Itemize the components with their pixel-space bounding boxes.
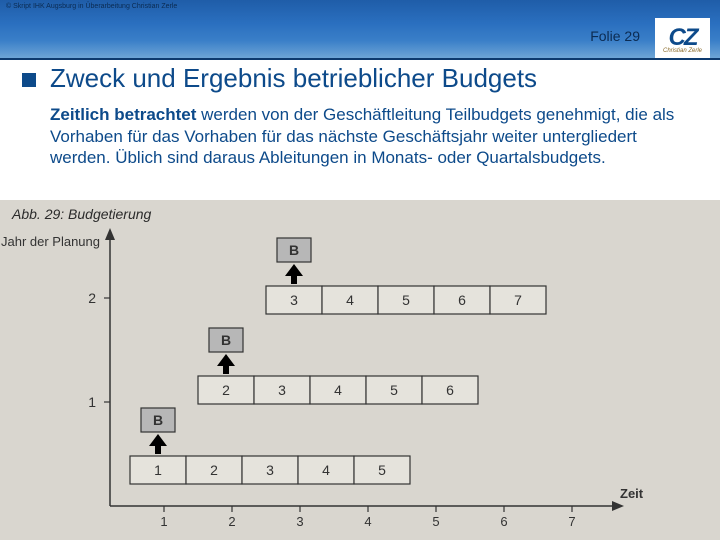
figure-svg: Jahr der Planung Zeit 2 1 1 2 3 4 5 6 7 3 4 5 6 7 B 2 3 4 5 6… [0,226,720,540]
content: Zweck und Ergebnis betrieblicher Budgets… [22,64,698,169]
svg-text:1: 1 [154,462,162,478]
logo: CZ Christian Zerle [655,18,710,58]
svg-text:5: 5 [402,292,410,308]
body-bold: Zeitlich betrachtet [50,105,196,124]
svg-text:3: 3 [266,462,274,478]
slide-title: Zweck und Ergebnis betrieblicher Budgets [50,64,537,94]
svg-text:2: 2 [228,514,235,529]
svg-text:5: 5 [432,514,439,529]
svg-text:Jahr der Planung: Jahr der Planung [1,234,100,249]
svg-text:7: 7 [514,292,522,308]
svg-text:4: 4 [364,514,371,529]
svg-text:B: B [289,242,299,258]
svg-text:4: 4 [334,382,342,398]
logo-inner: CZ Christian Zerle [658,20,708,56]
header-band: © Skript IHK Augsburg in Überarbeitung C… [0,0,720,60]
svg-text:2: 2 [210,462,218,478]
svg-text:3: 3 [278,382,286,398]
svg-text:B: B [153,412,163,428]
svg-text:2: 2 [88,290,96,306]
svg-text:1: 1 [160,514,167,529]
figure-area: Abb. 29: Budgetierung Jahr der Planung Ze… [0,200,720,540]
title-row: Zweck und Ergebnis betrieblicher Budgets [22,64,698,94]
svg-text:3: 3 [296,514,303,529]
svg-text:2: 2 [222,382,230,398]
svg-text:5: 5 [378,462,386,478]
svg-text:6: 6 [500,514,507,529]
bullet-square-icon [22,73,36,87]
svg-text:Zeit: Zeit [620,486,644,501]
svg-text:B: B [221,332,231,348]
svg-text:7: 7 [568,514,575,529]
svg-text:1: 1 [88,394,96,410]
body-text: Zeitlich betrachtet werden von der Gesch… [50,104,698,169]
svg-text:3: 3 [290,292,298,308]
slide: © Skript IHK Augsburg in Überarbeitung C… [0,0,720,540]
svg-text:6: 6 [446,382,454,398]
slide-number: Folie 29 [590,28,640,44]
logo-subtext: Christian Zerle [660,48,706,54]
svg-text:4: 4 [346,292,354,308]
svg-text:4: 4 [322,462,330,478]
svg-text:6: 6 [458,292,466,308]
svg-text:5: 5 [390,382,398,398]
copyright-text: © Skript IHK Augsburg in Überarbeitung C… [6,3,177,10]
figure-caption: Abb. 29: Budgetierung [12,206,151,222]
